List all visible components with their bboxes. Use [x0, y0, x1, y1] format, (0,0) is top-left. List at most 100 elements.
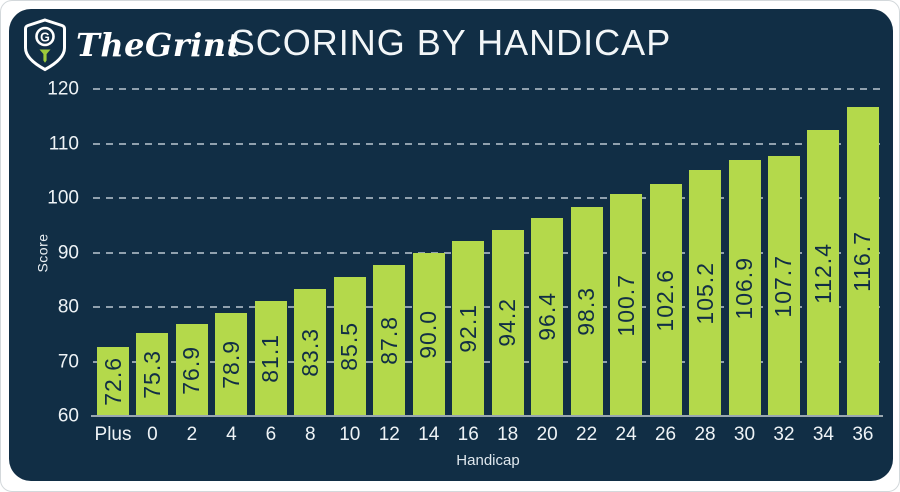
bar-28: 105.2 — [689, 169, 722, 416]
bar-value-label: 107.7 — [770, 254, 797, 318]
bar-value-label: 75.3 — [138, 349, 165, 399]
bar-14: 90.0 — [412, 252, 445, 416]
x-tick-22: 22 — [571, 424, 603, 446]
bar-2: 76.9 — [175, 323, 208, 416]
x-tick-36: 36 — [847, 424, 879, 446]
x-tick-label: 26 — [654, 424, 677, 445]
x-tick-26: 26 — [650, 424, 682, 446]
bar-12: 87.8 — [373, 264, 406, 416]
gridline-110 — [93, 142, 883, 145]
bar-26: 102.6 — [649, 183, 682, 416]
bars-container: 72.6 75.3 76.9 78.9 81.1 83.3 85.5 87.8 90.0 92.1… — [97, 89, 879, 416]
bar-34: 112.4 — [807, 130, 840, 416]
y-tick-90: 90 — [57, 242, 79, 263]
bar-value-label: 112.4 — [809, 242, 836, 304]
brand-wordmark: TheGrint — [76, 26, 242, 64]
bar-30: 106.9 — [728, 160, 761, 416]
x-tick-label: 34 — [812, 424, 834, 445]
y-tick-70: 70 — [57, 351, 79, 372]
y-axis-title: Score — [34, 232, 51, 273]
x-tick-label: 10 — [339, 424, 361, 445]
logo-letter: G — [40, 31, 50, 45]
x-tick-label: 30 — [733, 424, 756, 445]
bar-8: 83.3 — [294, 289, 327, 416]
bar-chart: Score 60 70 80 90 100 110 120 72.6 75.3 76.9 78.9 8… — [35, 80, 883, 469]
bar-value-label: 100.7 — [612, 273, 639, 337]
bar-16: 92.1 — [452, 241, 485, 416]
x-tick-16: 16 — [452, 424, 484, 446]
gridline-100 — [93, 197, 883, 199]
bar-value-label: 81.1 — [257, 334, 284, 383]
bar-value-label: 92.1 — [454, 304, 481, 353]
x-tick-label: 2 — [186, 424, 198, 445]
x-tick-label: 22 — [576, 424, 598, 445]
x-tick-4: 4 — [215, 424, 247, 446]
plot-area: 60 70 80 90 100 110 120 72.6 75.3 76.9 78.9 81.1 83.… — [47, 80, 883, 426]
x-tick-label: 32 — [773, 424, 795, 445]
x-tick-12: 12 — [373, 424, 405, 446]
x-tick-label: 16 — [457, 424, 479, 445]
x-tick-0: 0 — [136, 424, 168, 446]
page-title: SCORING BY HANDICAP — [230, 22, 672, 63]
bar-value-label: 116.7 — [849, 231, 876, 292]
x-tick-label: 20 — [536, 424, 558, 445]
x-tick-14: 14 — [413, 424, 445, 446]
bar-value-label: 102.6 — [652, 268, 679, 332]
bar-36: 116.7 — [846, 107, 879, 416]
brand-logo: G TheGrint — [23, 17, 242, 73]
x-axis-line — [91, 415, 883, 417]
x-tick-28: 28 — [689, 424, 721, 446]
x-tick-label: 12 — [378, 424, 400, 445]
gridline-120 — [93, 88, 883, 90]
bar-18: 94.2 — [491, 229, 524, 416]
x-tick-labels: Plus 0 2 4 6 8 10 12 14 16 18 20 22 24 26 28 30 32 34 36 — [94, 424, 879, 446]
x-tick-20: 20 — [531, 424, 563, 446]
bar-value-label: 85.5 — [336, 322, 363, 371]
gridline-80 — [93, 306, 883, 308]
x-tick-18: 18 — [492, 424, 524, 446]
x-tick-label: 8 — [305, 424, 316, 445]
y-tick-100: 100 — [47, 187, 79, 209]
x-tick-34: 34 — [807, 424, 839, 446]
bar-value-label: 105.2 — [691, 261, 718, 325]
bar-20: 96.4 — [531, 217, 564, 416]
x-tick-30: 30 — [729, 424, 761, 446]
x-tick-2: 2 — [176, 424, 208, 446]
x-axis-title: Handicap — [456, 452, 520, 469]
bar-32: 107.7 — [767, 156, 800, 416]
x-tick-6: 6 — [255, 424, 287, 446]
bar-4: 78.9 — [215, 313, 248, 416]
x-tick-label: Plus — [94, 424, 132, 445]
gridline-90 — [93, 251, 883, 254]
bar-value-label: 94.2 — [494, 298, 521, 348]
shield-logo-icon: G — [24, 18, 66, 72]
x-tick-32: 32 — [768, 424, 800, 446]
x-tick-label: 24 — [615, 424, 637, 445]
x-tick-label: 4 — [226, 424, 237, 445]
bar-10: 85.5 — [333, 277, 366, 416]
bar-22: 98.3 — [570, 207, 603, 416]
bar-value-label: 96.4 — [533, 292, 560, 342]
gridline-70 — [93, 360, 883, 363]
y-tick-110: 110 — [48, 133, 79, 154]
bar-value-label: 90.0 — [415, 309, 442, 359]
y-tick-120: 120 — [47, 78, 79, 100]
bar-value-label: 87.8 — [375, 315, 402, 365]
x-tick-label: 18 — [497, 424, 519, 445]
x-tick-8: 8 — [294, 424, 326, 446]
bar-value-label: 98.3 — [573, 287, 600, 337]
golf-tee-icon — [39, 49, 51, 63]
bar-0: 75.3 — [136, 332, 169, 416]
bar-value-label: 72.6 — [99, 357, 126, 407]
x-tick-label: 14 — [418, 424, 440, 445]
x-tick-10: 10 — [334, 424, 366, 446]
bar-value-label: 78.9 — [217, 340, 244, 389]
bar-6: 81.1 — [254, 301, 287, 416]
bar-value-label: 76.9 — [178, 345, 205, 395]
bar-24: 100.7 — [610, 194, 643, 416]
x-tick-24: 24 — [610, 424, 642, 446]
x-tick-label: 36 — [852, 424, 874, 445]
bar-plus: 72.6 — [97, 347, 129, 416]
x-tick-label: 6 — [265, 424, 277, 445]
